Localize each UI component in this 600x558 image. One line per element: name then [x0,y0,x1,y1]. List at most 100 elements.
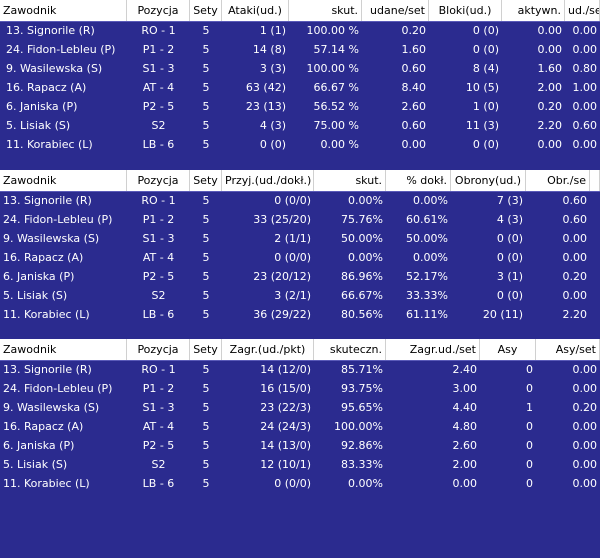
column-header-efficiency[interactable]: skutеczn. [314,339,386,360]
column-header-sets[interactable]: Sety [190,0,222,21]
table-cell-player: 6. Janiska (P) [6,100,78,113]
table-cell-activity: 0.00 [537,43,563,56]
column-header-attacks[interactable]: Ataki(ud.) [222,0,289,21]
table-cell-serves: 24 (24/3) [260,420,311,433]
column-header-position[interactable]: Pozycja [127,170,190,191]
column-header-extra[interactable] [590,170,600,191]
table-cell-efficiency: 95.65% [341,401,383,414]
table-cell-efficiency: 0.00% [348,194,383,207]
table-cell-blocks-per-set: 0.00 [572,138,598,151]
table-cell-position: S1 - 3 [142,401,175,414]
column-header-blocks-per-set[interactable]: ud./se [565,0,600,21]
table-cell-serves: 14 (13/0) [260,439,311,452]
table-cell-sets: 5 [202,363,210,376]
table-cell-efficiency: 56.52 % [313,100,359,113]
table-cell-digs: 4 (3) [496,213,523,226]
table-cell-sets: 5 [202,100,210,113]
table-cell-accuracy: 50.00% [406,232,448,245]
table-cell-player: 13. Signorile (R) [3,363,92,376]
column-header-efficiency[interactable]: skut. [314,170,386,191]
column-header-receptions[interactable]: Przyj.(ud./dokł.) [222,170,314,191]
table-cell-blocks-per-set: 0.60 [572,119,598,132]
table-cell-aces-per-set: 0.00 [572,420,598,433]
column-header-serves[interactable]: Zagr.(ud./pkt) [222,339,314,360]
table-cell-accuracy: 33.33% [406,289,448,302]
table-cell-efficiency: 66.67 % [313,81,359,94]
table-cell-per-set: 0.60 [401,62,427,75]
column-header-aces-per-set[interactable]: Asy/set [536,339,600,360]
table-cell-extra [590,248,600,267]
column-header-player[interactable]: Zawodnik [0,170,127,191]
column-header-serves-per-set[interactable]: Zagr.ud./set [386,339,480,360]
table-cell-digs-per-set: 0.20 [562,270,588,283]
table-cell-position: P2 - 5 [142,270,175,283]
table-cell-accuracy: 61.11% [406,308,448,321]
table-cell-position: S2 [151,289,166,302]
column-header-player[interactable]: Zawodnik [0,0,127,21]
table-cell-aces-per-set: 0.20 [572,401,598,414]
table-cell-blocks-per-set: 0.00 [572,24,598,37]
column-header-digs-per-set[interactable]: Obr./se [526,170,590,191]
table-cell-aces: 1 [526,401,533,414]
column-header-activity[interactable]: aktywn. [502,0,565,21]
column-header-player[interactable]: Zawodnik [0,339,127,360]
column-header-accuracy[interactable]: % dokł. [386,170,451,191]
table-cell-aces-per-set: 0.00 [572,382,598,395]
table-cell-attacks: 3 (3) [259,62,286,75]
column-header-digs[interactable]: Obrony(ud.) [451,170,526,191]
table-cell-extra [590,267,600,286]
table-cell-position: P1 - 2 [142,382,175,395]
column-header-blocks[interactable]: Bloki(ud.) [429,0,502,21]
table-cell-sets: 5 [202,138,210,151]
column-header-sets[interactable]: Sety [190,339,222,360]
column-header-position[interactable]: Pozycja [127,0,190,21]
table-cell-per-set: 0.20 [401,24,427,37]
header-divider [0,191,600,192]
table-cell-position: LB - 6 [142,477,175,490]
table-cell-receptions: 23 (20/12) [253,270,311,283]
table-cell-position: AT - 4 [142,81,175,94]
table-cell-sets: 5 [202,270,210,283]
table-cell-position: AT - 4 [142,420,175,433]
table-cell-receptions: 2 (1/1) [274,232,311,245]
table-cell-serves-per-set: 0.00 [452,477,478,490]
table-cell-blocks: 10 (5) [465,81,499,94]
table-cell-position: S1 - 3 [142,62,175,75]
table-cell-position: RO - 1 [141,24,176,37]
table-cell-efficiency: 100.00 % [306,24,359,37]
table-cell-receptions: 0 (0/0) [274,194,311,207]
table-cell-serves: 23 (22/3) [260,401,311,414]
table-cell-player: 13. Signorile (R) [3,194,92,207]
table-cell-efficiency: 0.00% [348,251,383,264]
table-cell-efficiency: 75.00 % [313,119,359,132]
table-cell-accuracy: 0.00% [413,251,448,264]
table-cell-extra [590,210,600,229]
table-cell-serves: 0 (0/0) [274,477,311,490]
table-cell-efficiency: 75.76% [341,213,383,226]
column-header-per-set[interactable]: udane/set [362,0,429,21]
column-header-sets[interactable]: Sety [190,170,222,191]
column-header-position[interactable]: Pozycja [127,339,190,360]
table-cell-sets: 5 [202,308,210,321]
table-cell-aces: 0 [526,420,533,433]
column-header-efficiency[interactable]: skut. [289,0,362,21]
table-cell-per-set: 0.60 [401,119,427,132]
table-cell-receptions: 0 (0/0) [274,251,311,264]
table-cell-sets: 5 [202,420,210,433]
table-cell-sets: 5 [202,401,210,414]
table-cell-efficiency: 85.71% [341,363,383,376]
table-cell-sets: 5 [202,194,210,207]
column-header-aces[interactable]: Asy [480,339,536,360]
table-cell-activity: 1.60 [537,62,563,75]
table-cell-aces: 0 [526,382,533,395]
table-cell-serves: 12 (10/1) [260,458,311,471]
table-cell-player: 9. Wasilewska (S) [3,232,100,245]
table-cell-digs-per-set: 0.00 [562,289,588,302]
table-cell-attacks: 1 (1) [259,24,286,37]
table-cell-efficiency: 83.33% [341,458,383,471]
table-cell-efficiency: 80.56% [341,308,383,321]
attack-stats-table: Zawodnik Pozycja Sety Ataki(ud.) skut. udane/… [0,0,600,154]
table-cell-efficiency: 66.67% [341,289,383,302]
table-cell-receptions: 33 (25/20) [253,213,311,226]
table-cell-efficiency: 92.86% [341,439,383,452]
